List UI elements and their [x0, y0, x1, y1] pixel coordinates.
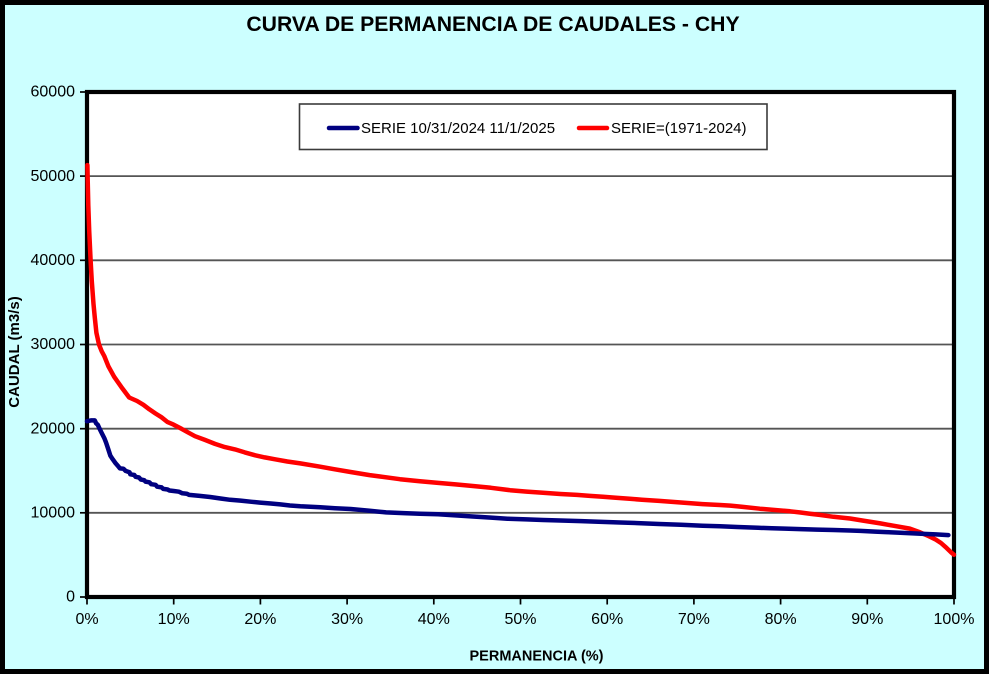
- svg-text:SERIE=(1971-2024): SERIE=(1971-2024): [611, 120, 747, 137]
- svg-text:70%: 70%: [678, 611, 710, 628]
- svg-text:30000: 30000: [31, 336, 76, 353]
- svg-text:30%: 30%: [331, 611, 363, 628]
- svg-text:20%: 20%: [244, 611, 276, 628]
- svg-text:50000: 50000: [31, 168, 76, 185]
- svg-text:10%: 10%: [158, 611, 190, 628]
- svg-text:100%: 100%: [934, 611, 975, 628]
- svg-text:PERMANENCIA (%): PERMANENCIA (%): [470, 649, 604, 665]
- svg-text:90%: 90%: [851, 611, 883, 628]
- svg-text:50%: 50%: [504, 611, 536, 628]
- svg-text:40000: 40000: [31, 252, 76, 269]
- svg-text:60000: 60000: [31, 84, 76, 101]
- svg-text:CURVA DE PERMANENCIA DE CAUDAL: CURVA DE PERMANENCIA DE CAUDALES - CHY: [246, 13, 739, 36]
- svg-text:0%: 0%: [75, 611, 98, 628]
- svg-text:0: 0: [66, 589, 75, 606]
- svg-text:SERIE 10/31/2024 11/1/2025: SERIE 10/31/2024 11/1/2025: [361, 120, 555, 137]
- svg-text:80%: 80%: [765, 611, 797, 628]
- svg-text:10000: 10000: [31, 505, 76, 522]
- svg-text:20000: 20000: [31, 420, 76, 437]
- svg-text:CAUDAL (m3/s): CAUDAL (m3/s): [6, 296, 23, 407]
- svg-text:60%: 60%: [591, 611, 623, 628]
- svg-text:40%: 40%: [418, 611, 450, 628]
